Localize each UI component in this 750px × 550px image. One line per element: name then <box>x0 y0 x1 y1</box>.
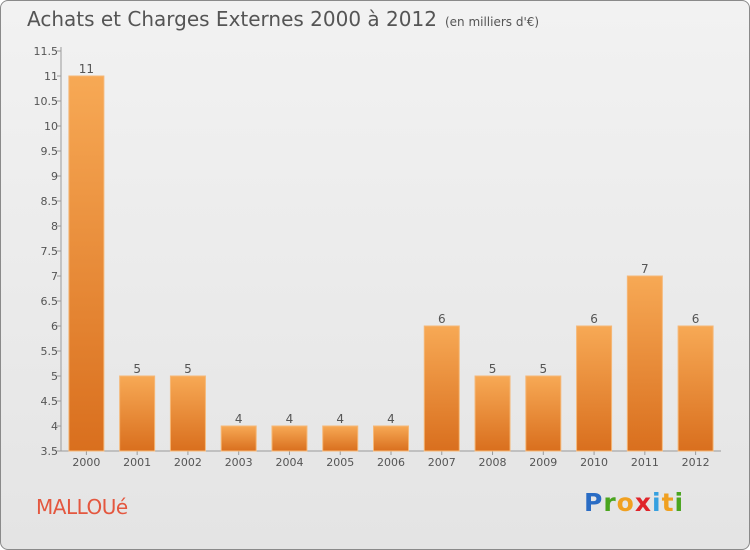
x-tick-label: 2003 <box>225 456 253 469</box>
x-tick-label: 2011 <box>631 456 659 469</box>
y-tick-label: 7.5 <box>41 245 59 258</box>
y-tick-label: 6 <box>51 320 58 333</box>
bar-value-label: 4 <box>235 412 243 426</box>
chart-title: Achats et Charges Externes 2000 à 2012 (e… <box>27 7 539 31</box>
x-tick-label: 2000 <box>72 456 100 469</box>
bar-value-label: 11 <box>79 62 94 76</box>
bar-2003 <box>220 425 257 452</box>
chart-title-text: Achats et Charges Externes 2000 à 2012 <box>27 7 437 31</box>
bar-2010 <box>576 325 613 452</box>
bar-value-label: 5 <box>184 362 192 376</box>
bar-value-label: 5 <box>489 362 497 376</box>
y-tick-label: 5 <box>51 370 58 383</box>
y-tick-label: 4 <box>51 420 58 433</box>
bar-value-label: 4 <box>387 412 395 426</box>
bar-2011 <box>626 275 663 452</box>
bar-2004 <box>271 425 308 452</box>
bar-2007 <box>423 325 460 452</box>
y-tick-label: 8 <box>51 220 58 233</box>
bar-value-label: 4 <box>286 412 294 426</box>
x-tick-label: 2005 <box>326 456 354 469</box>
x-tick-label: 2001 <box>123 456 151 469</box>
bar-value-label: 6 <box>692 312 700 326</box>
bar-2009 <box>525 375 562 452</box>
y-tick-label: 6.5 <box>41 295 59 308</box>
y-tick-label: 11.5 <box>34 45 59 58</box>
bar-2002 <box>169 375 206 452</box>
y-tick-label: 3.5 <box>41 445 59 458</box>
x-tick-label: 2007 <box>428 456 456 469</box>
x-tick-label: 2002 <box>174 456 202 469</box>
bar-value-label: 6 <box>590 312 598 326</box>
bar-2006 <box>373 425 409 452</box>
y-tick-label: 8.5 <box>41 195 59 208</box>
bar-value-label: 4 <box>336 412 344 426</box>
y-tick-label: 9 <box>51 170 58 183</box>
bar-value-label: 5 <box>539 362 547 376</box>
x-tick-label: 2010 <box>580 456 608 469</box>
y-tick-label: 7 <box>51 270 58 283</box>
y-tick-label: 5.5 <box>41 345 59 358</box>
bar-2012 <box>677 325 714 452</box>
y-tick-label: 9.5 <box>41 145 59 158</box>
x-tick-label: 2008 <box>479 456 507 469</box>
x-tick-label: 2004 <box>275 456 303 469</box>
y-tick-label: 10.5 <box>34 95 59 108</box>
bar-value-label: 7 <box>641 262 649 276</box>
bar-2000 <box>68 75 105 452</box>
y-tick-label: 10 <box>44 120 58 133</box>
proxiti-logo: Proxiti <box>584 488 685 517</box>
x-tick-label: 2006 <box>377 456 405 469</box>
y-tick-label: 11 <box>44 70 58 83</box>
x-tick-label: 2009 <box>529 456 557 469</box>
bar-2001 <box>119 375 156 452</box>
bar-value-label: 5 <box>133 362 141 376</box>
y-tick-label: 4.5 <box>41 395 59 408</box>
chart-unit: (en milliers d'€) <box>444 15 540 29</box>
commune-name: MALLOUé <box>36 495 128 519</box>
bar-value-label: 6 <box>438 312 446 326</box>
bar-2005 <box>322 425 359 452</box>
bar-2008 <box>474 375 511 452</box>
x-tick-label: 2012 <box>682 456 710 469</box>
